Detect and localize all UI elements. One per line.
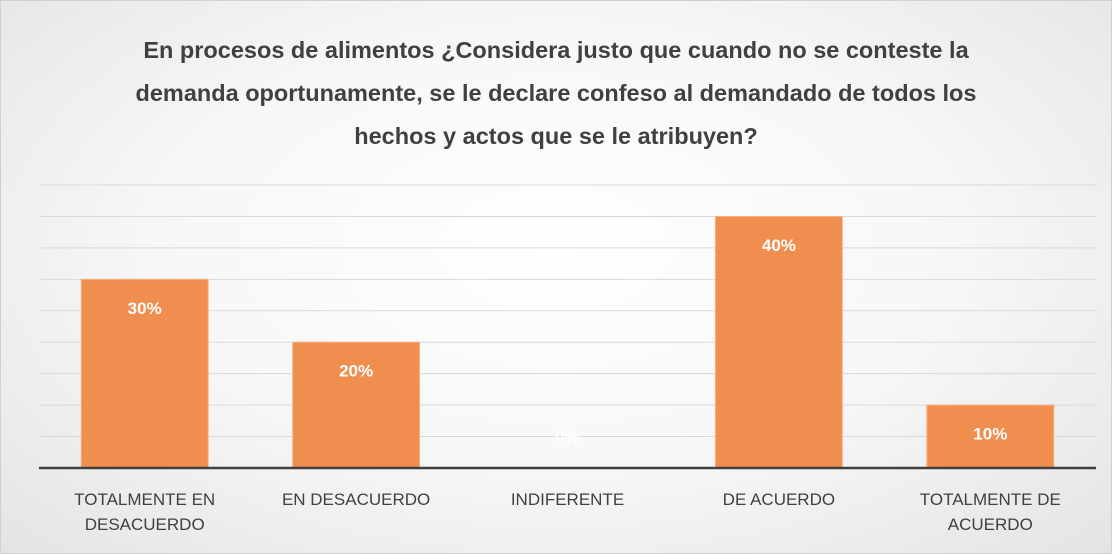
value-label: 40% [762, 236, 796, 255]
bar [80, 278, 209, 469]
x-tick-label: TOTALMENTE EN DESACUERDO [74, 490, 216, 534]
bar [292, 341, 421, 469]
value-label: 10% [973, 425, 1007, 444]
chart-title: En procesos de alimentos ¿Considera just… [135, 37, 977, 149]
value-label: 20% [339, 362, 373, 381]
x-tick-label: EN DESACUERDO [281, 490, 431, 509]
value-label: 0% [555, 427, 580, 446]
bar [714, 215, 843, 469]
x-tick-label: INDIFERENTE [510, 490, 625, 509]
x-tick-label: TOTALMENTE DE ACUERDO [919, 490, 1061, 534]
x-tick-label: DE ACUERDO [722, 490, 836, 509]
value-label: 30% [128, 299, 162, 318]
bar [926, 404, 1055, 469]
